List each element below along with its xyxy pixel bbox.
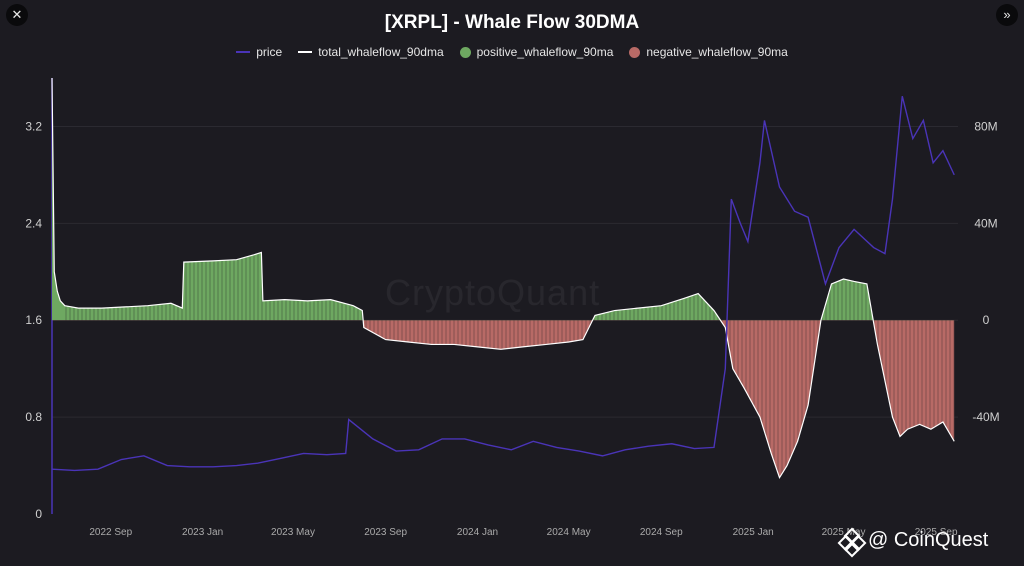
- legend-marker: [459, 46, 471, 58]
- x-tick-label: 2024 Jan: [457, 527, 498, 538]
- brand-mark: @ CoinQuest: [837, 527, 989, 557]
- double-chevron-right-icon[interactable]: »: [996, 4, 1018, 26]
- y-right-tick-label: 0: [983, 313, 990, 327]
- positive-whaleflow-area: [52, 78, 955, 321]
- legend-marker: [629, 46, 641, 58]
- y-right-tick-label: 80M: [974, 119, 997, 133]
- legend-item[interactable]: price: [236, 45, 282, 59]
- x-tick-label: 2025 Jan: [733, 527, 774, 538]
- chart-legend: price total_whaleflow_90dma positive_whale…: [0, 45, 1024, 59]
- legend-marker: [236, 51, 251, 53]
- x-tick-label: 2022 Sep: [89, 527, 132, 538]
- legend-label: negative_whaleflow_90ma: [646, 45, 788, 59]
- brand-text: @ CoinQuest: [868, 529, 989, 551]
- legend-item[interactable]: negative_whaleflow_90ma: [629, 45, 788, 59]
- binance-diamond-icon: [837, 527, 867, 557]
- negative-whaleflow-area: [363, 320, 955, 478]
- y-left-tick-label: 2.4: [25, 216, 42, 230]
- legend-item[interactable]: total_whaleflow_90dma: [298, 45, 444, 59]
- total-whaleflow-line: [51, 77, 955, 480]
- y-left-tick-label: 3.2: [25, 119, 42, 133]
- x-tick-label: 2024 May: [547, 527, 591, 538]
- y-right-tick-label: -40M: [972, 410, 999, 424]
- y-right-tick-label: 40M: [974, 216, 997, 230]
- legend-item[interactable]: positive_whaleflow_90ma: [459, 45, 614, 59]
- legend-marker: [298, 51, 313, 53]
- watermark: CryptoQuant: [385, 272, 601, 313]
- y-left-tick-label: 0.8: [25, 410, 42, 424]
- y-left-tick-label: 0: [35, 507, 42, 521]
- x-tick-label: 2023 Sep: [364, 527, 407, 538]
- legend-label: positive_whaleflow_90ma: [476, 45, 614, 59]
- legend-label: price: [256, 45, 283, 59]
- x-tick-label: 2025 Sep: [915, 527, 958, 538]
- close-icon[interactable]: ✕: [6, 4, 28, 26]
- chart-title: [XRPL] - Whale Flow 30DMA: [384, 12, 640, 33]
- x-tick-label: 2023 May: [271, 527, 315, 538]
- legend-label: total_whaleflow_90dma: [318, 45, 444, 59]
- x-tick-label: 2024 Sep: [640, 527, 683, 538]
- whaleflow-hatch: [65, 253, 955, 474]
- price-line: [51, 95, 955, 472]
- x-tick-label: 2023 Jan: [182, 527, 223, 538]
- y-left-tick-label: 1.6: [25, 313, 42, 327]
- x-tick-label: 2025 May: [822, 527, 866, 538]
